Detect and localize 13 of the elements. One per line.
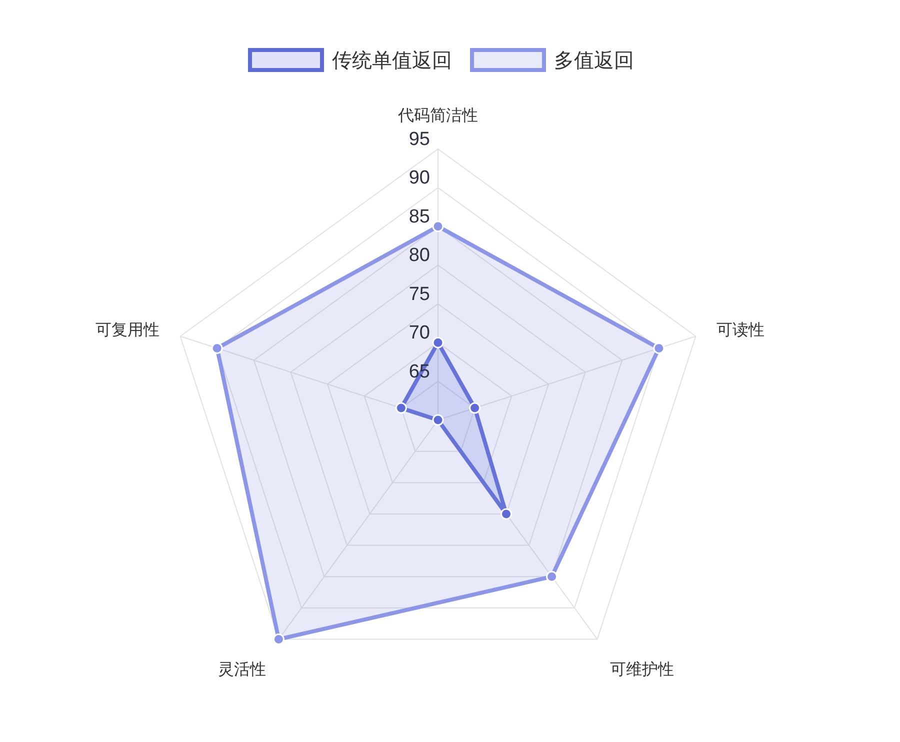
spoke-label: 可读性	[716, 320, 765, 339]
spoke-label: 可维护性	[610, 660, 674, 679]
legend-label: 传统单值返回	[332, 48, 452, 72]
y-tick-label: 75	[408, 284, 430, 305]
y-tick-label: 90	[408, 168, 430, 189]
spoke-label: 可复用性	[95, 320, 160, 339]
y-tick-label: 85	[408, 206, 430, 228]
y-tick-label: 70	[408, 322, 430, 344]
y-tick-label: 80	[408, 245, 430, 266]
legend-label: 多值返回	[554, 48, 634, 72]
y-tick-label: 95	[408, 129, 430, 150]
spoke-label: 代码简洁性	[397, 106, 478, 124]
spoke-label: 灵活性	[218, 660, 266, 679]
